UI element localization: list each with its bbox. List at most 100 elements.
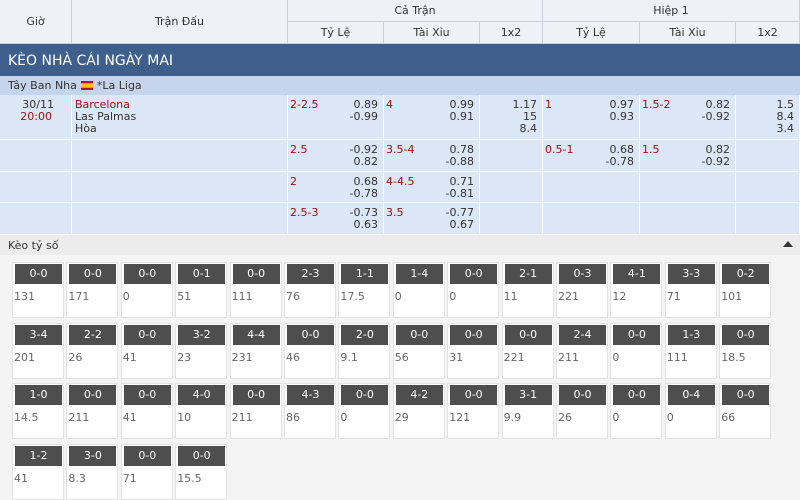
team: Las Palmas [75,110,137,123]
score-cell: 0-0 121 [447,383,500,439]
score-odds: 111 [666,350,688,364]
team: Barcelona [75,98,130,111]
country: Tây Ban Nha [8,79,77,92]
score-cell: 0-0 211 [229,383,282,439]
score: 4-3 [287,385,334,405]
score-cell: 0-0 31 [447,322,500,379]
score-cell: 4-3 86 [284,383,336,439]
score: 1-2 [15,445,62,466]
cell: 2 0.68 -0.78 [288,172,384,203]
score-cell: 0-1 51 [175,262,228,318]
odds: 0.68 [609,143,635,156]
score: 2-0 [341,324,389,345]
score-odds: 0 [394,290,402,303]
score-odds: 121 [449,411,471,424]
line: 1.5 [642,143,660,156]
cell [480,203,543,235]
score-odds: 221 [503,350,525,364]
odds: 0.82 [353,155,379,168]
header-cell: Tài Xỉu [640,22,736,44]
line: 2.5-3 [290,206,319,219]
odds: 0.91 [449,110,475,123]
score-odds: 29 [394,411,409,424]
line: 4-4.5 [386,175,415,188]
score-odds: 51 [177,290,192,303]
score-cell: 3-4 201 [12,322,64,379]
score: 0-0 [504,324,552,345]
league-row: Tây Ban Nha *La Liga [0,76,800,95]
score: 0-0 [15,264,62,284]
score: 0-0 [178,445,226,466]
odds: -0.78 [349,187,378,200]
cell: 4 0.99 0.91 [384,95,480,140]
score-odds: 0 [612,411,620,424]
score: 0-0 [123,324,171,345]
score: 0-0 [123,264,171,284]
score-cell: 4-0 10 [175,383,228,439]
score: 3-1 [504,385,552,405]
cell: 2.5-3 -0.73 0.63 [288,203,384,235]
score-odds: 71 [122,471,137,485]
score-cell: 3-3 71 [664,262,717,318]
score-cell: 2-1 11 [501,262,554,318]
score-odds: 18.5 [721,350,746,364]
odds: -0.92 [701,110,730,123]
score-cell: 3-2 23 [175,322,228,379]
cell [543,203,640,235]
score-odds: 41 [14,471,28,485]
score-odds: 41 [122,350,137,364]
score-cell: 0-0 15.5 [175,443,228,500]
score: 0-0 [450,385,498,405]
score: 0-0 [232,385,280,405]
collapse-arrow[interactable] [783,240,793,248]
score-odds: 0 [122,290,130,303]
score: 2-2 [69,324,117,345]
score-cell: 1-4 0 [392,262,445,318]
cell [72,172,288,203]
score: 1-3 [667,324,715,345]
odds: 0.89 [353,98,379,111]
score-cell: 0-0 41 [120,383,173,439]
score: 1-1 [341,264,389,284]
cell: 1.5-2 0.82 -0.92 [640,95,736,140]
odds: 0.63 [353,218,379,231]
score-odds: 131 [14,290,35,303]
score-odds: 0 [612,350,620,364]
cell: 1 0.97 0.93 [543,95,640,140]
score-odds: 9.9 [503,411,522,424]
score-cell: 0-0 71 [120,443,173,500]
score: 0-4 [667,385,715,405]
score-odds: 211 [231,411,253,424]
score-odds: 231 [231,350,253,364]
score-cell: 0-0 111 [229,262,282,318]
score: 0-0 [613,385,661,405]
score: 0-0 [722,324,770,345]
header-cell: Tỷ Lệ [288,22,384,44]
score: 0-0 [69,264,117,284]
cell [0,140,72,172]
odds: 1.5 [776,98,795,111]
odds: -0.92 [701,155,730,168]
score-odds: 26 [558,411,572,424]
header-cell: 1x2 [736,22,800,44]
odds: 0.82 [705,143,731,156]
line: 0.5-1 [545,143,574,156]
cell: 1.17 15 8.4 [480,95,543,140]
cell: 1.5 0.82 -0.92 [640,140,736,172]
score-odds: 10 [177,411,192,424]
header-cell: Tỷ Lệ [543,22,640,44]
score-odds: 9.1 [340,350,358,364]
score-odds: 15.5 [177,471,202,485]
score-odds: 0 [666,411,674,424]
score-odds: 211 [558,350,579,364]
header-cell: Trận Đấu [72,0,288,44]
score-cell: 0-0 66 [719,383,772,439]
cell [0,95,72,140]
odds: -0.81 [445,187,474,200]
score-cell: 0-0 0 [120,262,173,318]
score-cell: 0-0 0 [610,383,663,439]
league-name: *La Liga [96,79,142,92]
score: 0-0 [232,264,280,284]
line: 1.5-2 [642,98,671,111]
header-cell: 1x2 [480,22,543,44]
